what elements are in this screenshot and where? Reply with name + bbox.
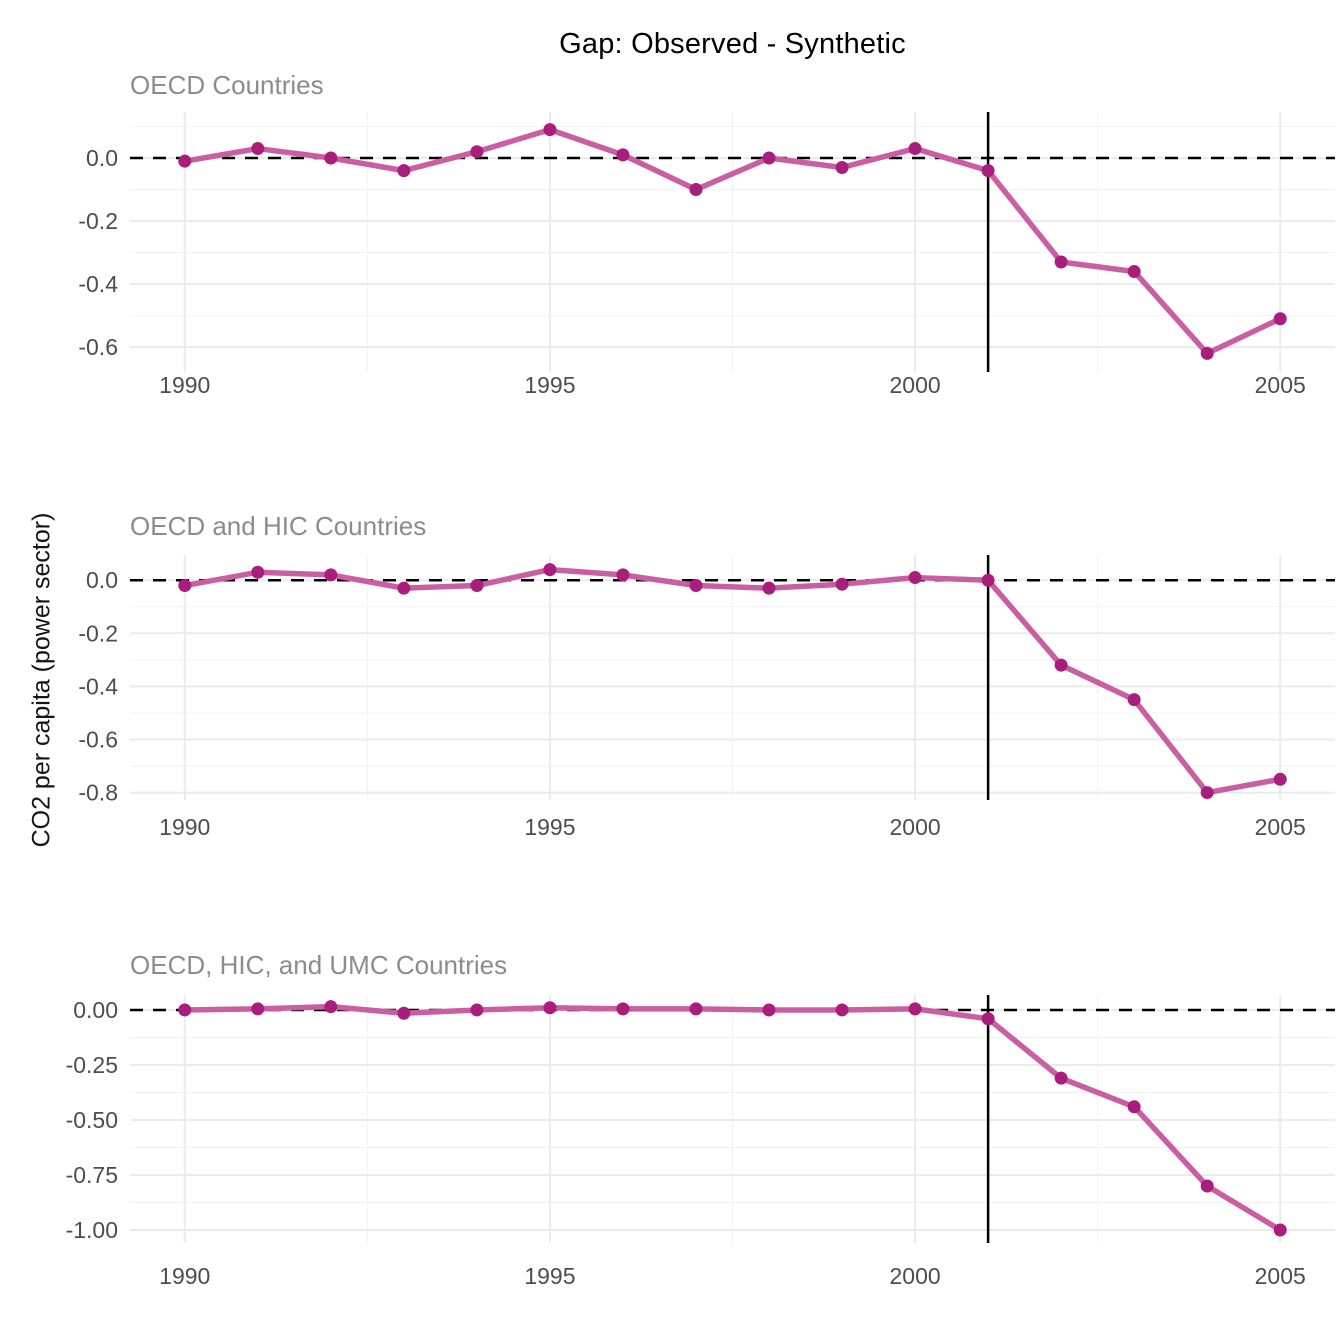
data-point [908,1002,922,1016]
data-point [908,571,922,585]
y-tick-label: -0.25 [66,1052,118,1078]
panel-3-chart: 0.00 -0.25 -0.50 -0.75 -1.00 1990 1995 2000 2005 [66,995,1335,1289]
data-point [251,565,265,579]
data-point [1200,786,1214,800]
x-tick-label: 1990 [159,372,210,398]
data-point [1273,772,1287,786]
data-point [835,577,849,591]
x-tick-label: 1995 [524,372,575,398]
y-tick-label: -0.2 [78,208,118,234]
y-tick-label: 0.0 [86,145,118,171]
data-point [1054,658,1068,672]
data-point [616,568,630,582]
panel-2-subtitle: OECD and HIC Countries [130,511,427,541]
data-point [324,151,338,165]
data-point [543,563,557,577]
data-point [1200,1179,1214,1193]
panel-3-subtitle: OECD, HIC, and UMC Countries [130,950,508,980]
data-point [397,1006,411,1020]
data-point [1127,693,1141,707]
y-tick-label: -0.50 [66,1107,118,1133]
y-tick-label: -0.4 [78,271,118,297]
x-tick-label: 1995 [524,1263,575,1289]
y-tick-label: -0.4 [78,673,118,699]
data-point [1054,255,1068,269]
data-point [981,164,995,178]
data-point [1273,312,1287,326]
data-point [616,148,630,162]
gap-series-line [182,1003,1283,1233]
y-tick-label: 0.0 [86,567,118,593]
data-point [689,1002,703,1016]
x-tick-label: 2000 [889,372,940,398]
x-tick-label: 2005 [1255,372,1306,398]
data-point [1127,264,1141,278]
data-point [762,151,776,165]
x-tick-label: 2005 [1255,814,1306,840]
gap-series-line [182,126,1283,357]
data-point [762,1003,776,1017]
data-point [470,145,484,159]
plot-title: Gap: Observed - Synthetic [559,28,906,60]
data-point [762,581,776,595]
x-tick-label: 1990 [159,814,210,840]
x-tick-label: 2000 [889,814,940,840]
data-point [178,579,192,593]
data-point [981,573,995,587]
data-point [543,1001,557,1015]
data-point [178,154,192,168]
data-point [324,568,338,582]
data-point [251,142,265,156]
y-tick-label: -0.6 [78,726,118,752]
data-point [835,1003,849,1017]
data-point [178,1003,192,1017]
y-tick-label: -1.00 [66,1217,118,1243]
y-tick-label: -0.6 [78,334,118,360]
data-point [1054,1071,1068,1085]
data-point [470,579,484,593]
x-tick-label: 2000 [889,1263,940,1289]
data-point [397,581,411,595]
data-point [689,579,703,593]
data-point [1200,346,1214,360]
y-tick-label: -0.75 [66,1162,118,1188]
panel-1-chart: 0.0 -0.2 -0.4 -0.6 1990 1995 2000 2005 [78,112,1335,398]
data-point [543,123,557,137]
data-point [324,1000,338,1014]
data-point [1273,1223,1287,1237]
panel-1-subtitle: OECD Countries [130,70,324,100]
x-tick-label: 2005 [1255,1263,1306,1289]
data-point [470,1003,484,1017]
x-tick-label: 1995 [524,814,575,840]
data-point [981,1012,995,1026]
data-point [397,164,411,178]
data-point [251,1002,265,1016]
gap-series-line [182,566,1283,796]
y-tick-label: 0.00 [73,997,118,1023]
data-point [689,183,703,197]
data-point [616,1002,630,1016]
data-point [835,160,849,174]
x-tick-label: 1990 [159,1263,210,1289]
y-tick-label: -0.2 [78,620,118,646]
data-point [908,142,922,156]
y-tick-label: -0.8 [78,780,118,806]
data-point [1127,1100,1141,1114]
panel-2-chart: 0.0 -0.2 -0.4 -0.6 -0.8 1990 1995 2000 2005 [78,555,1335,840]
